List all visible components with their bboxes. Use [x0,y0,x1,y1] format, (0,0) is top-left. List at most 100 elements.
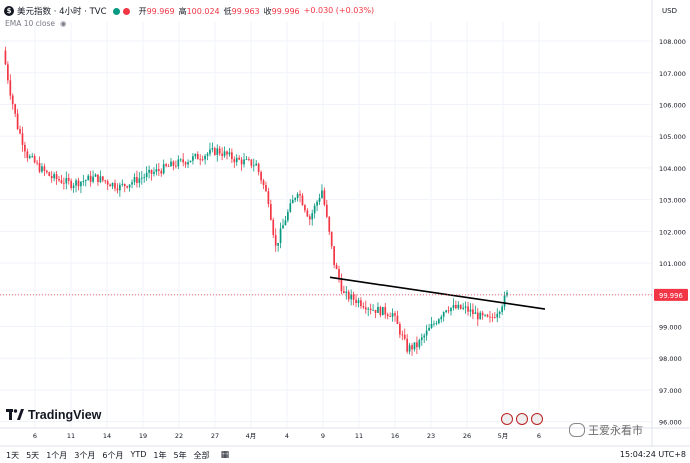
calendar-icon[interactable]: ▦ [220,450,230,460]
candle-body [411,345,413,350]
candle-body [447,310,450,312]
candle-body [423,335,426,338]
logo-text: TradingView [28,408,102,422]
candle-body [111,182,114,187]
candle-body [194,154,197,157]
candle-body [335,264,338,269]
last-price-badge [654,288,688,301]
range-button-2[interactable]: 1个月 [46,450,68,460]
candle-body [240,159,243,165]
candle-body [291,199,294,204]
market-open-dot-icon [112,7,120,15]
x-tick-label: 22 [175,432,183,440]
us-flag-icon[interactable] [531,413,543,425]
candle-body [77,180,80,187]
candle-body [416,342,418,348]
symbol-title[interactable]: 美元指数 · 4小时 · TVC [17,7,107,17]
candle-body [16,113,19,130]
candle-body [36,162,38,164]
candle-body [457,304,460,309]
candle-body [216,148,219,155]
candle-body [116,188,119,191]
x-tick-label: 27 [211,432,219,440]
candle-body [455,305,457,309]
range-button-5[interactable]: YTD [130,449,147,459]
candle-body [277,243,279,246]
candle-body [452,305,455,308]
candle-body [396,315,399,324]
candle-body [223,151,226,156]
us-flag-icon[interactable] [501,413,513,425]
candle-body [184,162,187,165]
candle-body [330,231,333,247]
candle-body [479,312,482,320]
candle-body [260,172,262,181]
y-tick-label: 101.000 [659,260,686,268]
event-flags[interactable] [501,413,543,425]
candle-body [87,175,90,181]
candle-body [316,201,318,206]
candle-body [269,204,272,220]
x-tick-label: 11 [67,432,75,440]
x-tick-label: 4 [285,432,289,440]
x-tick-label: 5月 [498,432,509,440]
candle-body [136,176,138,183]
chart-header: $ 美元指数 · 4小时 · TVC 开99.969 高100.024 低99.… [0,2,655,20]
candle-body [355,299,357,303]
indicator-legend[interactable]: EMA 10 close ◉ [5,19,67,28]
us-flag-icon[interactable] [516,413,528,425]
y-tick-label: 97.000 [659,387,682,395]
tradingview-logo[interactable]: TradingView [6,408,101,422]
range-button-0[interactable]: 1天 [6,450,20,460]
trend-line[interactable] [329,276,546,310]
candle-body [467,306,469,312]
candle-body [394,313,396,316]
candle-body [282,225,284,229]
range-button-1[interactable]: 5天 [26,450,40,460]
candle-body [386,314,389,317]
candle-body [128,184,131,188]
candle-body [498,311,501,314]
candle-body [48,172,51,176]
candle-body [343,291,345,293]
candle-body [289,203,292,212]
x-tick-label: 9 [321,432,325,440]
candle-body [474,312,477,314]
range-button-8[interactable]: 全部 [193,450,210,460]
candle-body [408,345,411,352]
candle-body [72,185,75,188]
range-button-4[interactable]: 6个月 [102,450,124,460]
candle-body [338,268,340,279]
candle-body [89,175,92,182]
range-button-6[interactable]: 1年 [153,450,167,460]
candle-body [250,159,253,166]
candle-body [170,161,172,167]
eye-icon[interactable]: ◉ [59,19,67,28]
range-button-7[interactable]: 5年 [173,450,187,460]
candle-body [235,157,238,163]
currency-label[interactable]: USD [662,7,677,15]
candle-body [352,294,355,300]
candle-body [248,159,250,160]
candle-body [104,180,107,182]
candle-body [187,162,189,165]
candle-body [430,323,433,329]
candle-body [175,165,177,167]
candle-body [157,169,160,171]
range-button-3[interactable]: 3个月 [74,450,96,460]
candle-body [33,155,36,163]
candle-body [308,216,311,220]
ohlc-values: 开99.969 高100.024 低99.963 收99.996 +0.030 … [138,5,375,16]
candle-body [318,197,321,202]
candle-body [19,129,21,134]
candle-body [484,314,486,316]
x-tick-label: 11 [355,432,363,440]
y-tick-label: 104.000 [659,165,686,173]
clock[interactable]: 15:04:24 UTC+8 [619,450,686,459]
candle-body [14,104,17,114]
candle-body [321,190,323,198]
candle-body [428,328,430,331]
candle-body [109,184,111,187]
candle-body [189,160,192,163]
